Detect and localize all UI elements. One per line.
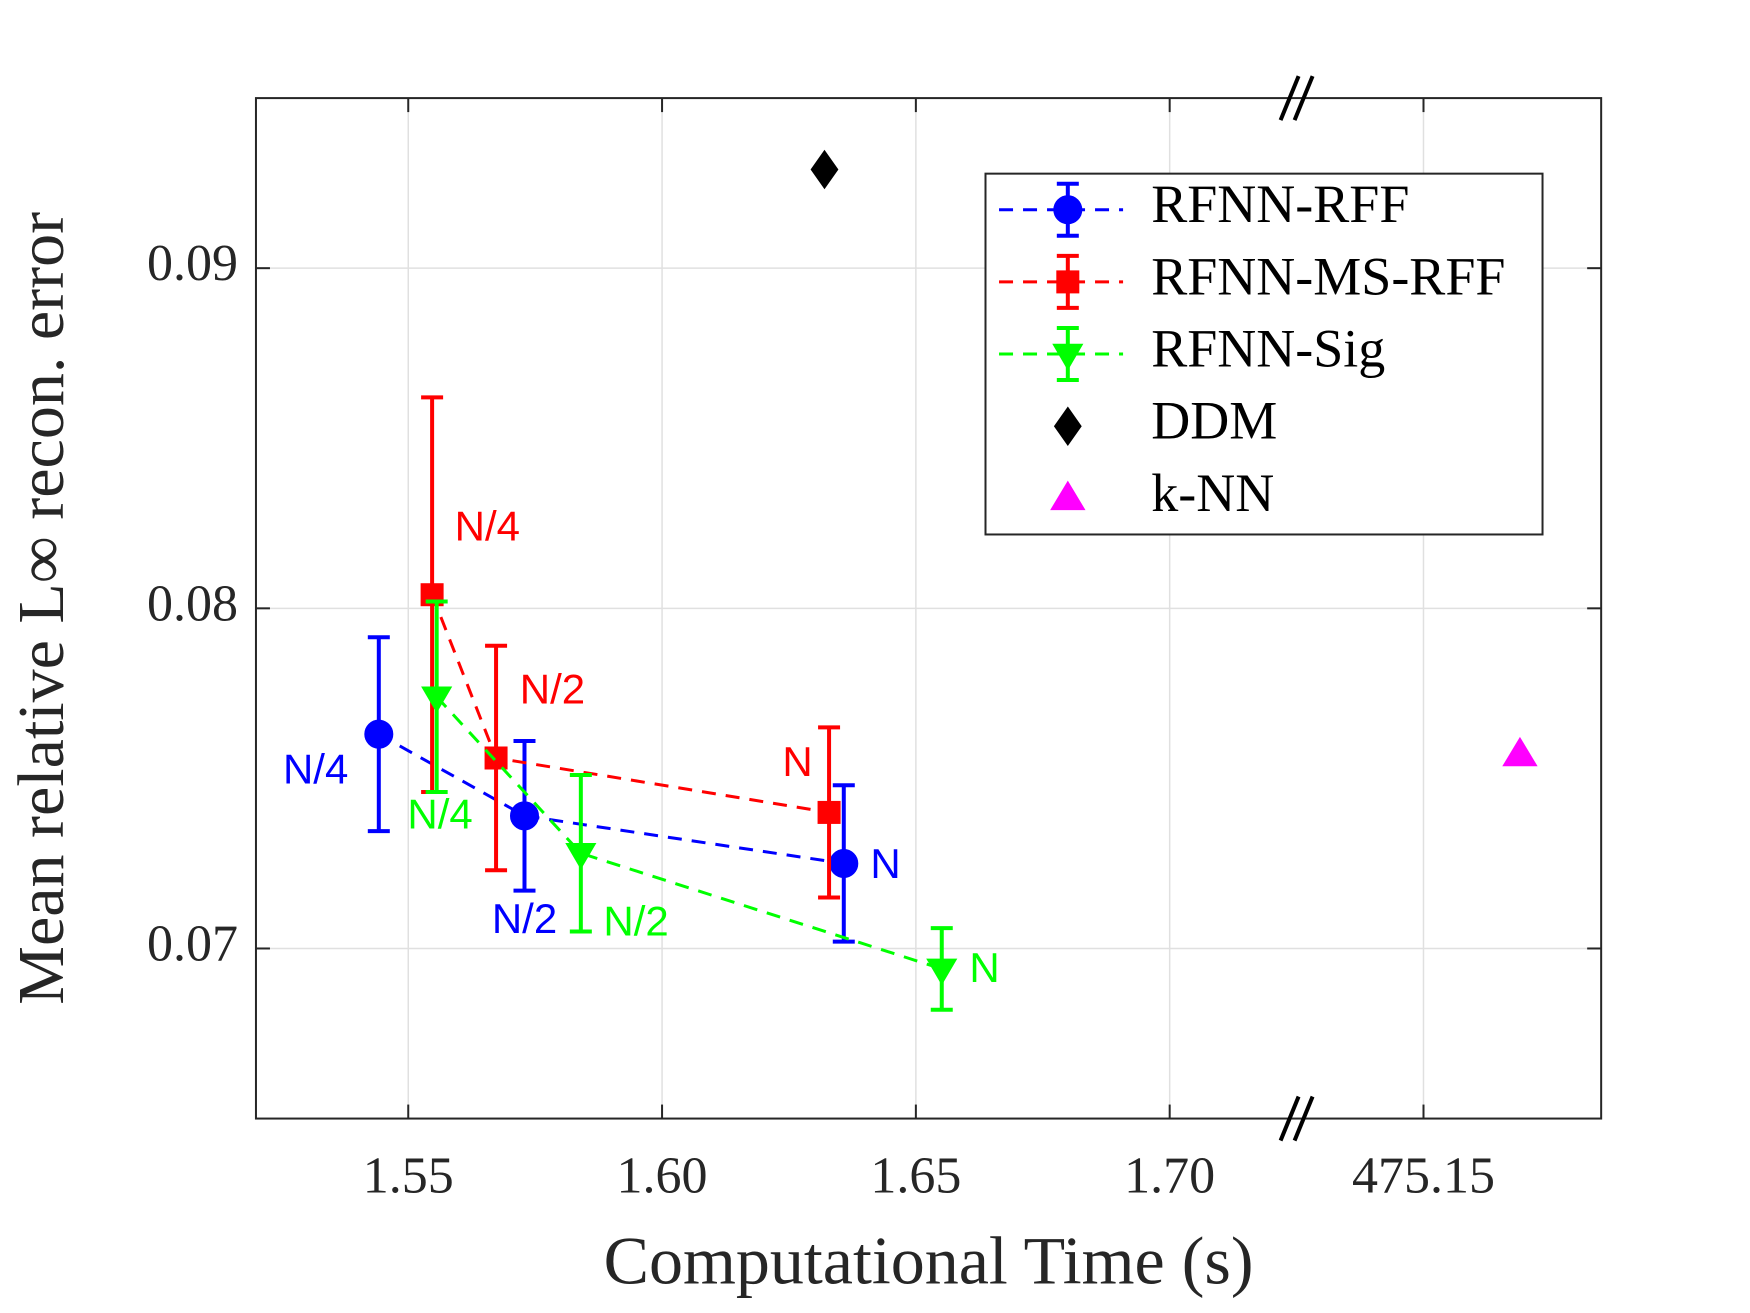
series-line [430, 594, 830, 814]
y-tick-label: 0.09 [147, 235, 238, 292]
point-label: N/2 [603, 897, 668, 944]
marker [810, 149, 839, 190]
marker [829, 848, 859, 878]
y-tick-label: 0.07 [147, 915, 238, 972]
marker [1056, 270, 1080, 294]
marker [509, 801, 539, 831]
legend-label: DDM [1151, 391, 1277, 451]
marker [1053, 195, 1083, 225]
point-label: N/2 [520, 666, 585, 713]
y-tick-label: 0.08 [147, 575, 238, 632]
x-tick-label: 1.60 [617, 1147, 708, 1204]
marker [1502, 736, 1538, 767]
legend-label: RFNN-Sig [1151, 318, 1385, 378]
marker [1050, 480, 1086, 511]
point-label: N/4 [455, 502, 520, 549]
legend-label: k-NN [1151, 463, 1274, 523]
point-label: N [969, 944, 999, 991]
x-tick-label: 1.55 [363, 1147, 454, 1204]
x-tick-label: 1.65 [870, 1147, 961, 1204]
marker [1053, 406, 1082, 446]
point-label: N [782, 738, 812, 785]
marker [364, 719, 394, 749]
y-axis-label: Mean relative L∞ recon. error [5, 212, 78, 1005]
axis-break [1278, 75, 1301, 121]
x-axis-label: Computational Time (s) [604, 1223, 1254, 1299]
marker [484, 746, 508, 770]
series-line [378, 732, 845, 865]
axis-break [1278, 1095, 1301, 1142]
legend: RFNN-RFF RFNN-MS-RFF RFNN-Sig DDM k-NN [984, 172, 1544, 536]
point-label: N/4 [407, 791, 472, 838]
marker [926, 958, 958, 986]
point-label: N/2 [492, 895, 557, 942]
marker [1052, 343, 1084, 371]
legend-label: RFNN-MS-RFF [1151, 246, 1505, 306]
plot-frame [254, 97, 1603, 1120]
marker [565, 842, 597, 870]
x-tick-label: 1.70 [1124, 1147, 1215, 1204]
x-tick-label: 475.15 [1352, 1147, 1495, 1204]
axis-break [1292, 1095, 1315, 1142]
legend-label: RFNN-RFF [1151, 174, 1409, 234]
marker [817, 800, 841, 824]
axis-break [1292, 75, 1315, 121]
point-label: N/4 [283, 746, 348, 793]
point-label: N [870, 840, 900, 887]
marker [421, 686, 453, 714]
series-line [435, 695, 943, 971]
